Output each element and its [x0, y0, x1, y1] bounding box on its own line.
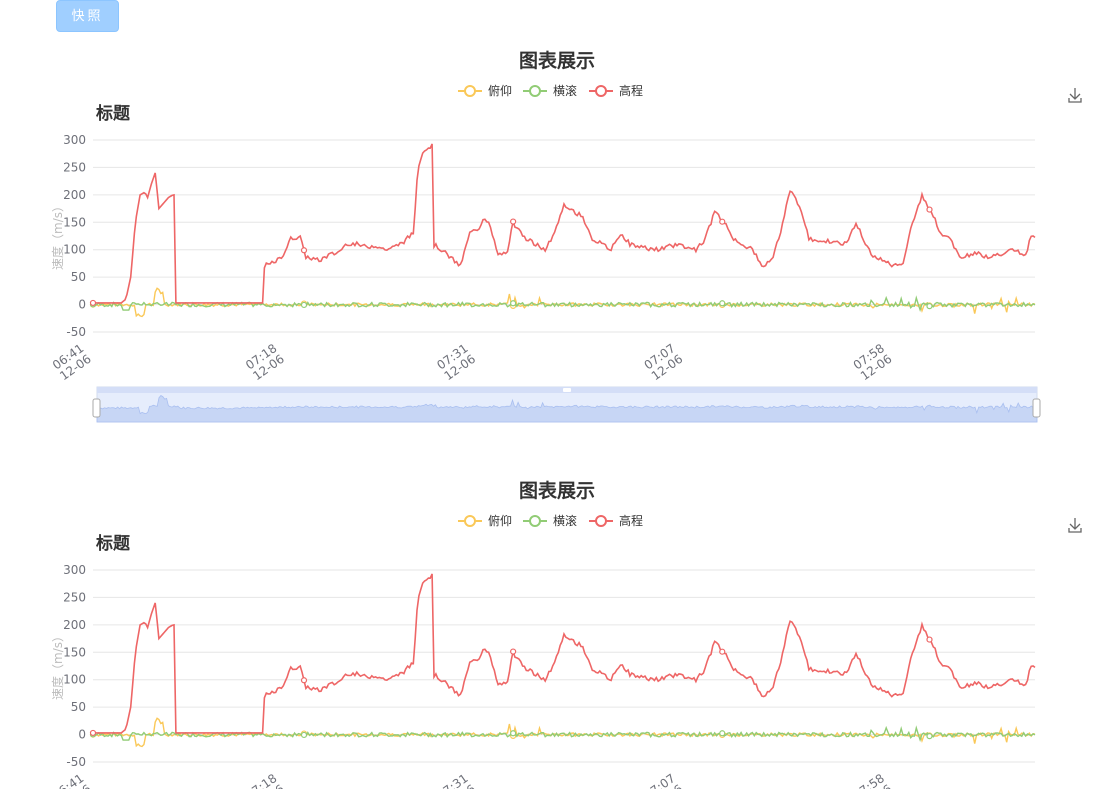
series-line-3	[93, 573, 1036, 734]
y-tick-label: 300	[63, 563, 86, 577]
legend-item-1[interactable]: 俯仰	[458, 83, 512, 98]
series-point	[89, 729, 97, 737]
series-point	[510, 730, 517, 737]
series-point	[926, 303, 933, 310]
legend-label: 俯仰	[488, 513, 512, 528]
y-tick-label: 0	[78, 728, 86, 742]
legend-marker	[464, 85, 476, 97]
series-point	[300, 247, 308, 254]
download-icon[interactable]	[1068, 88, 1082, 103]
datazoom-slider[interactable]	[92, 386, 1041, 423]
y-tick-label: 200	[63, 188, 86, 202]
series-point	[510, 300, 517, 307]
series-point	[719, 730, 726, 737]
download-icon[interactable]	[1068, 518, 1082, 533]
series-point	[926, 733, 933, 740]
series-point	[300, 677, 308, 684]
y-tick-label: -50	[66, 325, 86, 339]
legend-item-1[interactable]: 俯仰	[458, 513, 512, 528]
y-tick-label: 300	[63, 133, 86, 147]
legend-item-3[interactable]: 高程	[589, 513, 643, 528]
series-point	[300, 301, 308, 309]
legend-label: 横滚	[553, 83, 577, 98]
series-point	[926, 206, 933, 213]
y-tick-label: 50	[71, 700, 86, 714]
chart-subtitle: 标题	[96, 533, 131, 554]
y-tick-label: 200	[63, 618, 86, 632]
chart-panel-2: 图表展示 俯仰 横滚 高程标题速度（m/s） 300 250 200 150 100 50 0 -50…	[0, 470, 1114, 789]
y-tick-label: 150	[63, 645, 86, 659]
legend-label: 俯仰	[488, 83, 512, 98]
legend-item-3[interactable]: 高程	[589, 83, 643, 98]
y-axis-label: 速度（m/s）	[50, 200, 65, 270]
legend-label: 高程	[619, 513, 643, 528]
legend-marker	[595, 515, 607, 527]
legend-item-2[interactable]: 横滚	[523, 83, 577, 98]
series-point	[926, 636, 933, 643]
chart-title: 图表展示	[519, 479, 595, 502]
series-point	[300, 731, 308, 739]
legend-marker	[595, 85, 607, 97]
chart-subtitle: 标题	[96, 103, 131, 124]
datazoom-handle-right[interactable]	[1032, 398, 1041, 418]
datazoom-handle-left[interactable]	[92, 398, 101, 418]
series-point	[510, 648, 517, 655]
legend-item-2[interactable]: 横滚	[523, 513, 577, 528]
chart-title: 图表展示	[519, 49, 595, 72]
y-tick-label: 150	[63, 215, 86, 229]
y-axis-label: 速度（m/s）	[50, 630, 65, 700]
series-line-1	[92, 287, 1036, 318]
series-line-1	[92, 717, 1036, 748]
series-point	[719, 218, 726, 225]
series-point	[719, 300, 726, 307]
download-icon-path	[1068, 518, 1082, 533]
y-tick-label: 250	[63, 160, 86, 174]
y-tick-label: 100	[63, 673, 86, 687]
y-tick-label: 250	[63, 590, 86, 604]
series-line-2	[92, 295, 1036, 313]
legend-marker	[464, 515, 476, 527]
download-icon-path	[1068, 88, 1082, 103]
legend-label: 横滚	[553, 513, 577, 528]
legend-marker	[529, 515, 541, 527]
datazoom-grip[interactable]	[563, 388, 571, 392]
legend-label: 高程	[619, 83, 643, 98]
series-line-2	[92, 725, 1036, 743]
y-tick-label: 50	[71, 270, 86, 284]
chart-panel-1: 图表展示 俯仰 横滚 高程标题速度（m/s） 300 250 200 150 100 50 0 -50…	[0, 40, 1114, 440]
series-point	[89, 299, 97, 307]
y-tick-label: 100	[63, 243, 86, 257]
y-tick-label: 0	[78, 298, 86, 312]
series-point	[719, 648, 726, 655]
datazoom-preview	[96, 394, 1038, 423]
legend-marker	[529, 85, 541, 97]
y-tick-label: -50	[66, 755, 86, 769]
snapshot-button[interactable]: 快照	[56, 0, 119, 32]
series-line-3	[93, 143, 1036, 304]
series-point	[510, 218, 517, 225]
